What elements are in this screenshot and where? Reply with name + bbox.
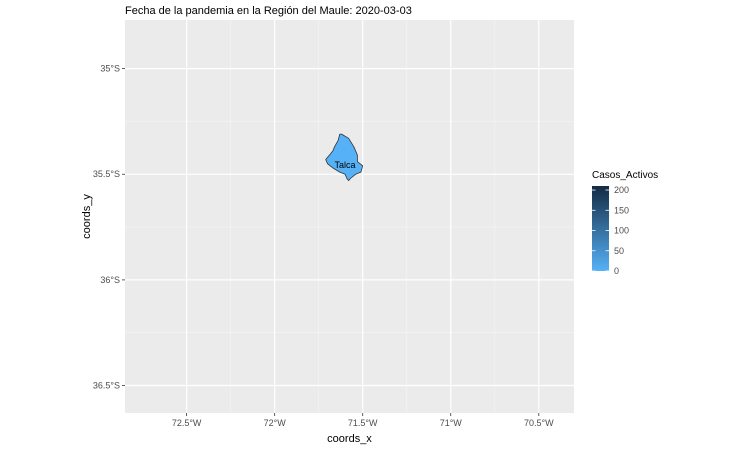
legend-break-label: 150 [614, 205, 629, 215]
legend-break-label: 200 [614, 185, 629, 195]
region-label-layer: Talca [335, 160, 356, 170]
minor-gridlines [125, 20, 574, 413]
legend-breaks: 0 50 100 150 200 [592, 185, 629, 276]
y-tick-label: 36°S [100, 275, 120, 285]
y-axis-title: coords_y [81, 194, 93, 239]
y-tick-label: 36.5°S [93, 381, 120, 391]
x-tick-label: 70.5°W [524, 418, 554, 428]
x-tick-label: 72.5°W [172, 418, 202, 428]
x-tick-label: 71.5°W [348, 418, 378, 428]
y-axis-ticks: 35°S 35.5°S 36°S 36.5°S [93, 64, 125, 391]
x-tick-label: 72°W [264, 418, 287, 428]
legend-title: Casos_Activos [592, 170, 658, 181]
x-tick-label: 71°W [440, 418, 463, 428]
x-axis-ticks: 72.5°W 72°W 71.5°W 71°W 70.5°W [172, 413, 554, 428]
legend-break-label: 100 [614, 226, 629, 236]
region-label: Talca [335, 160, 356, 170]
x-axis-title: coords_x [327, 433, 372, 445]
y-tick-label: 35°S [100, 64, 120, 74]
legend-colorbar [592, 186, 609, 271]
region-talca [325, 133, 364, 182]
y-tick-label: 35.5°S [93, 169, 120, 179]
region-layer [325, 133, 364, 182]
plot-title: Fecha de la pandemia en la Región del Ma… [125, 5, 412, 17]
plot-panel [125, 20, 574, 413]
legend-break-label: 0 [614, 266, 619, 276]
color-legend: Casos_Activos 0 50 100 150 200 [592, 170, 658, 276]
legend-break-label: 50 [614, 246, 624, 256]
